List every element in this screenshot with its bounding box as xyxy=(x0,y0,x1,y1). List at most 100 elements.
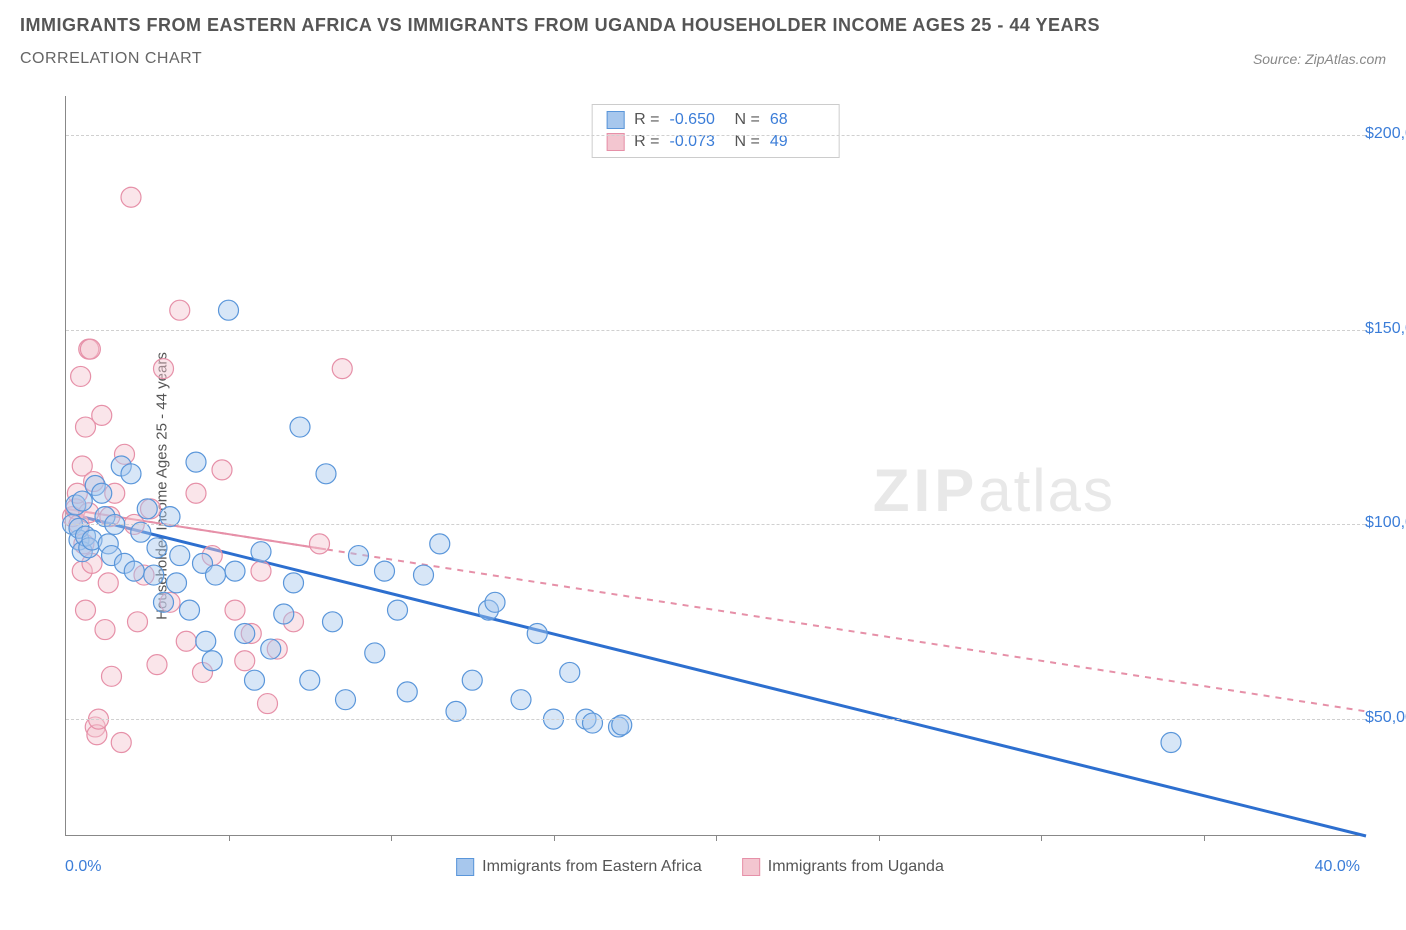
data-point-eastern_africa xyxy=(186,452,206,472)
data-point-eastern_africa xyxy=(137,499,157,519)
chart-title: IMMIGRANTS FROM EASTERN AFRICA VS IMMIGR… xyxy=(20,15,1386,36)
data-point-uganda xyxy=(154,359,174,379)
data-point-eastern_africa xyxy=(202,651,222,671)
data-point-uganda xyxy=(225,600,245,620)
data-point-eastern_africa xyxy=(124,561,144,581)
data-point-eastern_africa xyxy=(511,690,531,710)
data-point-uganda xyxy=(98,573,118,593)
y-tick-label: $50,000 xyxy=(1365,709,1406,727)
data-point-eastern_africa xyxy=(219,300,239,320)
data-point-eastern_africa xyxy=(414,565,434,585)
data-point-uganda xyxy=(212,460,232,480)
gridline xyxy=(66,524,1365,525)
data-point-eastern_africa xyxy=(245,670,265,690)
data-point-eastern_africa xyxy=(144,565,164,585)
data-point-uganda xyxy=(332,359,352,379)
data-point-uganda xyxy=(235,651,255,671)
data-point-uganda xyxy=(121,187,141,207)
data-point-eastern_africa xyxy=(170,546,190,566)
data-point-uganda xyxy=(92,405,112,425)
x-axis-max-label: 40.0% xyxy=(1315,858,1360,876)
data-point-eastern_africa xyxy=(261,639,281,659)
chart-plot-area: ZIPatlas R =-0.650N =68R =-0.073N =49 $5… xyxy=(65,96,1365,836)
gridline xyxy=(66,135,1365,136)
data-point-uganda xyxy=(258,694,278,714)
source-name: ZipAtlas.com xyxy=(1305,51,1386,67)
data-point-uganda xyxy=(128,612,148,632)
stats-swatch-eastern_africa xyxy=(606,111,624,129)
data-point-uganda xyxy=(147,655,167,675)
data-point-eastern_africa xyxy=(167,573,187,593)
data-point-eastern_africa xyxy=(235,623,255,643)
stat-r-label: R = xyxy=(634,111,659,129)
data-point-eastern_africa xyxy=(462,670,482,690)
data-point-uganda xyxy=(76,600,96,620)
legend-label-eastern_africa: Immigrants from Eastern Africa xyxy=(482,858,702,876)
legend-swatch-uganda xyxy=(742,858,760,876)
title-block: IMMIGRANTS FROM EASTERN AFRICA VS IMMIGR… xyxy=(20,15,1386,68)
data-point-eastern_africa xyxy=(527,623,547,643)
subtitle-row: CORRELATION CHART Source: ZipAtlas.com xyxy=(20,50,1386,68)
scatter-svg xyxy=(66,96,1365,835)
data-point-uganda xyxy=(170,300,190,320)
data-point-uganda xyxy=(95,620,115,640)
data-point-eastern_africa xyxy=(300,670,320,690)
gridline xyxy=(66,719,1365,720)
y-tick-label: $200,000 xyxy=(1365,125,1406,143)
stats-row-eastern_africa: R = -0.650 N = 68 xyxy=(606,109,825,131)
gridline xyxy=(66,330,1365,331)
source-label: Source: ZipAtlas.com xyxy=(1253,51,1386,67)
legend-item-eastern_africa: Immigrants from Eastern Africa xyxy=(456,858,702,876)
x-tick xyxy=(1204,835,1205,841)
data-point-eastern_africa xyxy=(485,592,505,612)
x-tick xyxy=(229,835,230,841)
source-prefix: Source: xyxy=(1253,51,1301,67)
data-point-eastern_africa xyxy=(225,561,245,581)
bottom-legend: Immigrants from Eastern Africa Immigrants… xyxy=(456,858,944,876)
data-point-eastern_africa xyxy=(397,682,417,702)
y-tick-label: $100,000 xyxy=(1365,514,1406,532)
stat-n-label: N = xyxy=(735,111,760,129)
data-point-eastern_africa xyxy=(251,542,271,562)
data-point-eastern_africa xyxy=(154,592,174,612)
data-point-eastern_africa xyxy=(612,715,632,735)
data-point-eastern_africa xyxy=(365,643,385,663)
data-point-eastern_africa xyxy=(560,662,580,682)
x-axis-min-label: 0.0% xyxy=(65,858,101,876)
data-point-eastern_africa xyxy=(274,604,294,624)
x-tick xyxy=(716,835,717,841)
data-point-eastern_africa xyxy=(121,464,141,484)
x-tick xyxy=(554,835,555,841)
chart-subtitle: CORRELATION CHART xyxy=(20,50,202,68)
data-point-uganda xyxy=(251,561,271,581)
legend-item-uganda: Immigrants from Uganda xyxy=(742,858,944,876)
data-point-eastern_africa xyxy=(180,600,200,620)
stats-legend-box: R =-0.650N =68R =-0.073N =49 xyxy=(591,104,840,158)
data-point-eastern_africa xyxy=(430,534,450,554)
data-point-eastern_africa xyxy=(349,546,369,566)
data-point-eastern_africa xyxy=(206,565,226,585)
stat-n-value: 68 xyxy=(770,111,825,129)
data-point-uganda xyxy=(80,339,100,359)
data-point-eastern_africa xyxy=(1161,733,1181,753)
data-point-eastern_africa xyxy=(375,561,395,581)
data-point-eastern_africa xyxy=(388,600,408,620)
y-tick-label: $150,000 xyxy=(1365,320,1406,338)
data-point-uganda xyxy=(186,483,206,503)
data-point-uganda xyxy=(176,631,196,651)
data-point-eastern_africa xyxy=(316,464,336,484)
chart-wrapper: Householder Income Ages 25 - 44 years ZI… xyxy=(20,86,1380,886)
data-point-eastern_africa xyxy=(92,483,112,503)
data-point-uganda xyxy=(111,733,131,753)
data-point-eastern_africa xyxy=(336,690,356,710)
legend-swatch-eastern_africa xyxy=(456,858,474,876)
data-point-eastern_africa xyxy=(290,417,310,437)
stat-r-value: -0.650 xyxy=(670,111,725,129)
x-tick xyxy=(879,835,880,841)
data-point-uganda xyxy=(102,666,122,686)
legend-label-uganda: Immigrants from Uganda xyxy=(768,858,944,876)
data-point-eastern_africa xyxy=(284,573,304,593)
data-point-eastern_africa xyxy=(196,631,216,651)
x-tick xyxy=(1041,835,1042,841)
data-point-uganda xyxy=(310,534,330,554)
